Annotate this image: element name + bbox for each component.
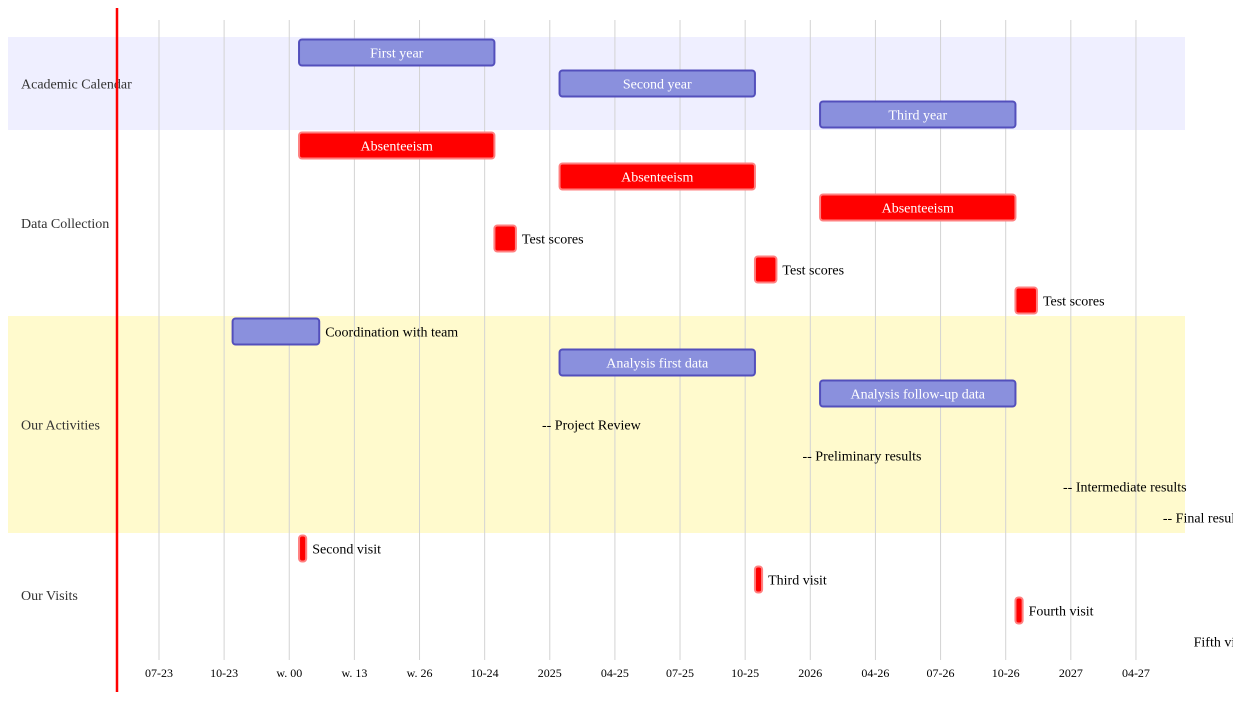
task-bar [493,224,517,253]
task-bar [819,193,1017,222]
task-bar [298,534,308,563]
x-tick-label: 10-25 [731,666,759,680]
x-tick-label: 2025 [538,666,562,680]
task-bar [298,131,496,160]
task-label: Test scores [1043,295,1105,310]
task-bar [1014,596,1024,625]
x-tick-label: 04-27 [1122,666,1150,680]
task-label: Absenteeism [882,202,954,217]
task-label: Third visit [768,574,827,589]
section-label: Our Visits [21,589,78,604]
task-bar [1014,286,1038,315]
task-label: Test scores [782,264,844,279]
task-label: Second year [623,78,692,93]
task-bar [558,162,756,191]
task-label: Absenteeism [361,140,433,155]
section-label: Data Collection [21,217,109,232]
x-tick-label: 10-23 [210,666,238,680]
task-bar [298,38,496,67]
section-band [8,533,1185,657]
task-label: -- Preliminary results [802,450,921,465]
section-band [8,130,1185,316]
section-label: Academic Calendar [21,78,132,93]
x-tick-label: 10-24 [471,666,499,680]
task-label: Test scores [522,233,584,248]
x-tick-label: w. 13 [341,666,367,680]
x-tick-label: 2027 [1059,666,1083,680]
x-tick-label: 2026 [798,666,822,680]
task-bar [819,379,1017,408]
task-bar [753,255,778,284]
task-label: First year [370,47,424,62]
task-bar [231,317,321,346]
task-label: Analysis first data [606,357,709,372]
x-tick-label: w. 26 [407,666,433,680]
task-label: Third year [888,109,947,124]
x-tick-label: 04-26 [861,666,889,680]
task-label: Coordination with team [325,326,458,341]
x-tick-label: 07-23 [145,666,173,680]
task-bar [558,69,756,98]
x-tick-label: 04-25 [601,666,629,680]
task-label: Second visit [312,543,381,558]
task-bar [753,565,764,594]
task-label: Absenteeism [621,171,693,186]
task-bar [558,348,756,377]
x-tick-label: 10-26 [992,666,1020,680]
task-label: Analysis follow-up data [850,388,985,403]
task-label: Fifth visit [1194,636,1233,651]
task-bar [819,100,1017,129]
x-tick-label: 07-26 [927,666,955,680]
task-label: -- Project Review [542,419,642,434]
task-label: -- Intermediate results [1063,481,1187,496]
task-label: Fourth visit [1029,605,1094,620]
section-label: Our Activities [21,419,100,434]
x-tick-label: 07-25 [666,666,694,680]
task-label: -- Final results [1163,512,1233,527]
x-tick-label: w. 00 [276,666,302,680]
